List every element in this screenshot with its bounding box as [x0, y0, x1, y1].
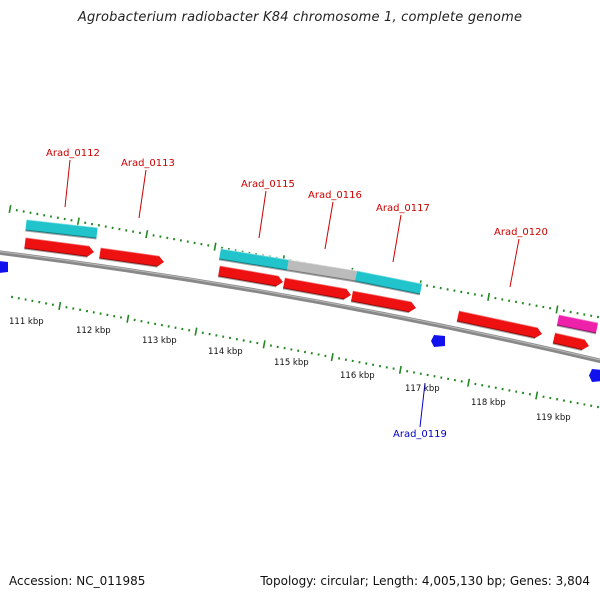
kbp-label: 115 kbp	[274, 358, 309, 368]
major-tick	[126, 314, 130, 323]
gene-blue-left	[0, 261, 8, 273]
gene-label: Arad_0119	[393, 429, 447, 440]
gene-label: Arad_0117	[376, 203, 430, 214]
gene-arad-0112-upper	[25, 218, 98, 240]
gene-cyan-0115	[218, 247, 290, 272]
gene-labels: Arad_0112 Arad_0113 Arad_0115 Arad_0116 Arad…	[46, 148, 548, 440]
kbp-label: 111 kbp	[9, 317, 44, 327]
major-tick	[330, 353, 334, 362]
major-tick	[467, 378, 471, 387]
kbp-label: 116 kbp	[340, 371, 375, 381]
gene-arad-0120	[456, 309, 542, 340]
gene-gray-0116	[286, 258, 358, 283]
label-leader-line	[138, 169, 147, 219]
major-tick	[76, 217, 80, 226]
topology-text: Topology: circular; Length: 4,005,130 bp…	[260, 574, 590, 588]
lower-tick-track	[10, 295, 600, 409]
label-leader-line	[324, 201, 334, 250]
major-tick	[145, 230, 149, 239]
kbp-label: 117 kbp	[405, 384, 440, 394]
label-leader-line	[64, 159, 71, 208]
gene-arad-0112	[24, 236, 94, 258]
gene-label: Arad_0120	[494, 227, 548, 238]
major-tick	[535, 391, 539, 400]
gene-red-right	[552, 331, 589, 351]
gene-label: Arad_0112	[46, 148, 100, 159]
kbp-label: 113 kbp	[142, 336, 177, 346]
minor-tick	[133, 318, 136, 322]
gene-arad-0113	[99, 246, 164, 268]
gene-arad-0117	[350, 289, 416, 314]
minor-tick	[181, 327, 184, 331]
minor-tick	[474, 382, 477, 386]
gene-arad-0119	[431, 335, 445, 347]
label-leader-line	[509, 238, 520, 288]
label-leader-line	[419, 382, 426, 428]
gene-label: Arad_0116	[308, 190, 362, 201]
major-tick	[194, 327, 198, 336]
kbp-label: 118 kbp	[471, 398, 506, 408]
major-tick	[213, 242, 217, 251]
major-tick	[8, 204, 12, 214]
gene-arad-0115	[217, 264, 283, 288]
gene-label: Arad_0115	[241, 179, 295, 190]
accession-text: Accession: NC_011985	[9, 574, 146, 588]
genome-title: Agrobacterium radiobacter K84 chromosome…	[77, 10, 523, 25]
chromosome-backbone	[0, 250, 600, 364]
kbp-label: 119 kbp	[536, 413, 571, 423]
kbp-label: 114 kbp	[208, 347, 243, 357]
major-tick	[487, 292, 491, 301]
gene-label: Arad_0113	[121, 158, 175, 169]
label-leader-line	[392, 214, 402, 263]
gene-blue-right	[589, 369, 600, 382]
gene-cyan-0117	[354, 269, 423, 296]
kbp-label: 112 kbp	[76, 326, 111, 336]
major-tick	[398, 365, 402, 374]
minor-tick	[426, 373, 429, 377]
gene-arad-0116	[282, 276, 351, 301]
gene-magenta	[556, 313, 599, 335]
gene-track	[0, 218, 600, 382]
major-tick	[58, 301, 62, 311]
major-tick	[555, 305, 559, 314]
kbp-scale-labels: 111 kbp 112 kbp 113 kbp 114 kbp 115 kbp 116 k…	[9, 317, 571, 423]
major-tick	[262, 340, 266, 349]
label-leader-line	[258, 190, 267, 239]
